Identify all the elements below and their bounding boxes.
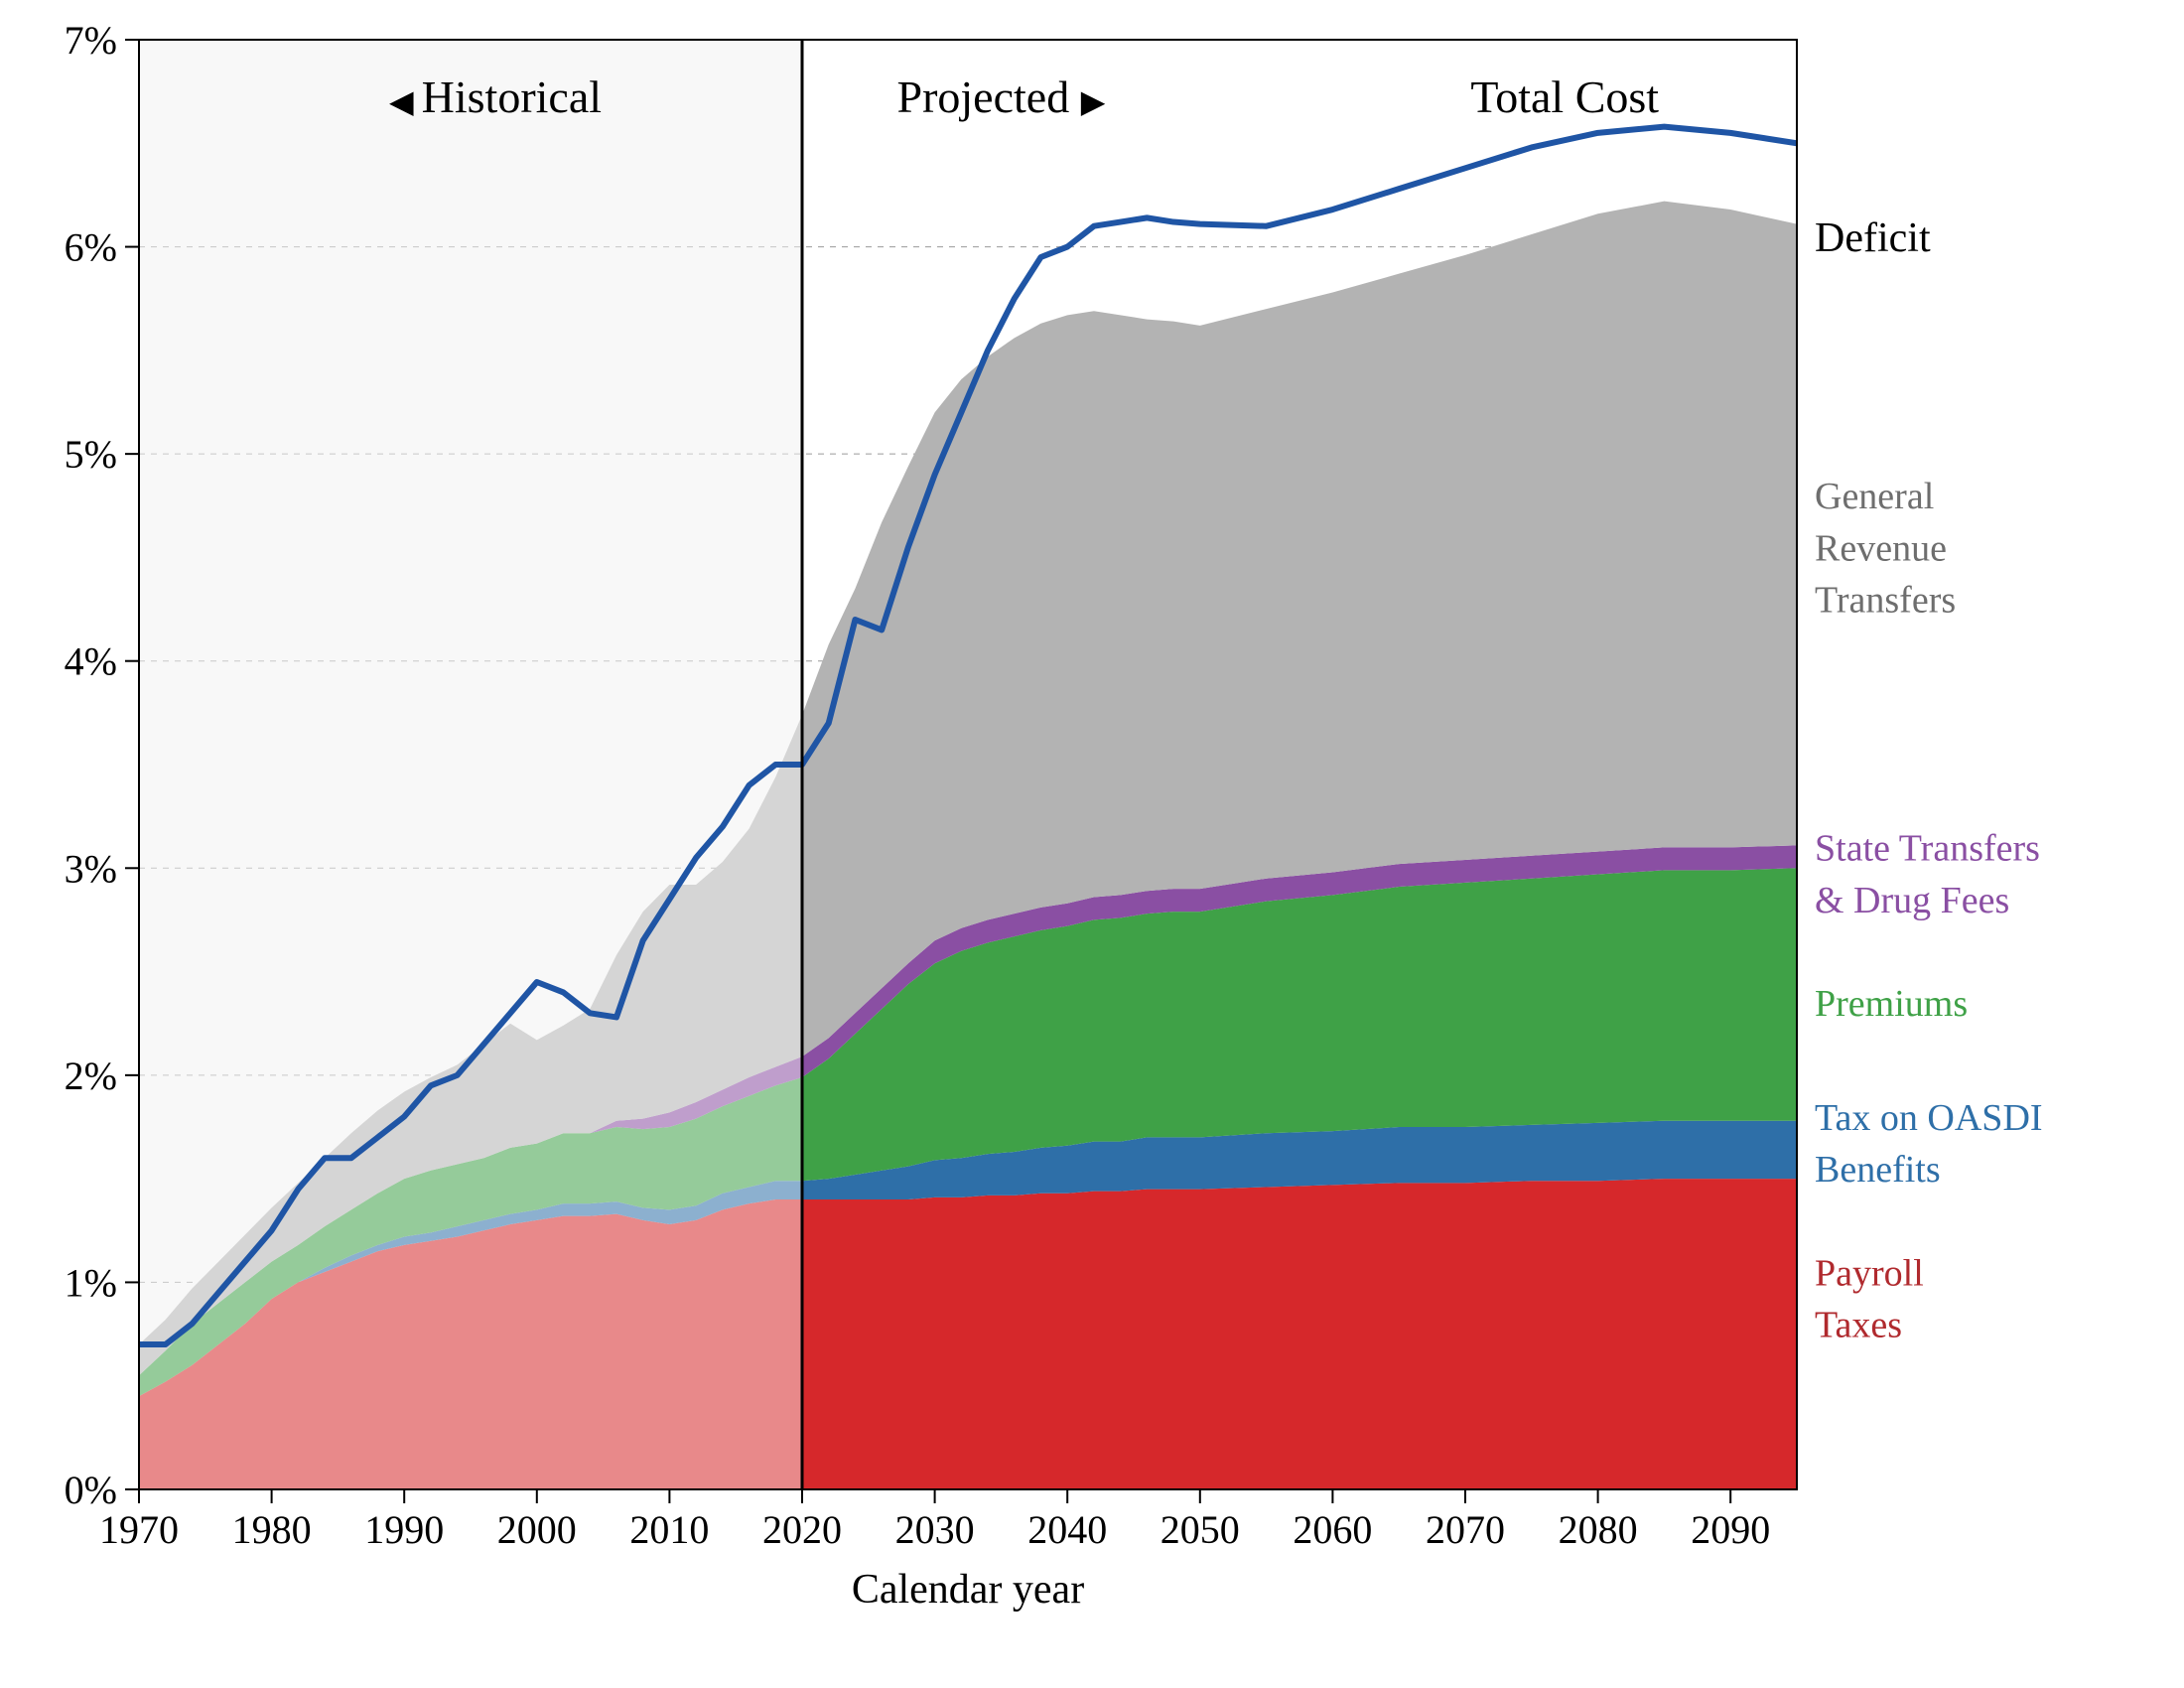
xtick-label: 2060 (1293, 1507, 1372, 1552)
chart-container: 1970 1980 1990 2000 2010 2020 2030 2040 2050 2060… (0, 0, 2184, 1688)
side-label-oasdi2: Benefits (1815, 1149, 1941, 1191)
xtick-label: 2000 (497, 1507, 577, 1552)
side-label-oasdi1: Tax on OASDI (1815, 1097, 2043, 1139)
ytick-label: 2% (65, 1054, 117, 1098)
header-total-cost-label: Total Cost (1470, 71, 1659, 122)
xtick-label: 2030 (895, 1507, 975, 1552)
ytick-label: 0% (65, 1468, 117, 1512)
ytick-label: 5% (65, 432, 117, 477)
ytick-label: 3% (65, 846, 117, 891)
ytick-label: 7% (65, 18, 117, 63)
side-label-grt1: General (1815, 476, 1934, 517)
side-label-grt2: Revenue (1815, 527, 1947, 569)
ytick-label: 4% (65, 639, 117, 684)
xtick-label: 2020 (762, 1507, 842, 1552)
side-label-deficit: Deficit (1815, 215, 1931, 261)
xtick-label: 1970 (99, 1507, 179, 1552)
ytick-label: 1% (65, 1260, 117, 1305)
xtick-label: 1980 (232, 1507, 312, 1552)
side-label-payroll1: Payroll (1815, 1252, 1924, 1294)
chart-svg: 1970 1980 1990 2000 2010 2020 2030 2040 2050 2060… (0, 0, 2184, 1688)
header-historical-label: ◀ Historical (389, 71, 602, 122)
ytick-label: 6% (65, 225, 117, 270)
side-label-st1: State Transfers (1815, 828, 2040, 870)
xtick-label: 2080 (1559, 1507, 1638, 1552)
side-label-payroll2: Taxes (1815, 1304, 1902, 1345)
side-label-st2: & Drug Fees (1815, 880, 2009, 921)
x-axis-label: Calendar year (852, 1567, 1084, 1613)
xtick-label: 2090 (1691, 1507, 1770, 1552)
side-label-grt3: Transfers (1815, 579, 1956, 621)
xtick-label: 2040 (1027, 1507, 1107, 1552)
xtick-label: 2070 (1426, 1507, 1505, 1552)
header-projected-label: Projected ▶ (896, 71, 1105, 122)
side-label-premiums: Premiums (1815, 983, 1968, 1025)
xtick-label: 2010 (629, 1507, 709, 1552)
xtick-label: 2050 (1160, 1507, 1240, 1552)
xtick-label: 1990 (364, 1507, 444, 1552)
